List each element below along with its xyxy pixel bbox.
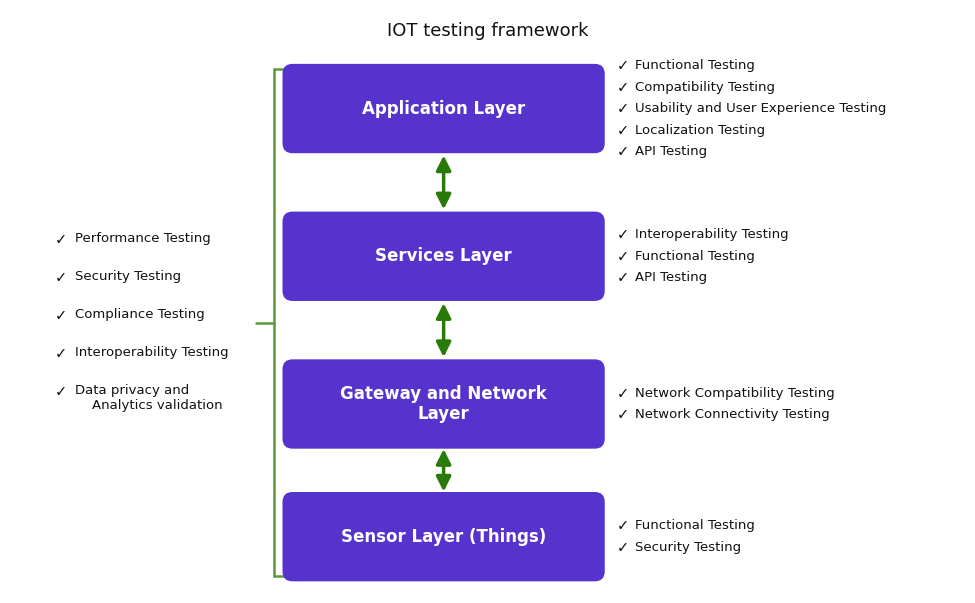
Text: ✓: ✓ xyxy=(617,270,629,285)
FancyBboxPatch shape xyxy=(283,359,604,449)
Text: API Testing: API Testing xyxy=(635,145,707,158)
FancyBboxPatch shape xyxy=(283,64,604,153)
Text: Functional Testing: Functional Testing xyxy=(635,519,755,532)
Text: ✓: ✓ xyxy=(617,144,629,159)
Text: Application Layer: Application Layer xyxy=(362,99,526,118)
Text: ✓: ✓ xyxy=(55,308,67,323)
Text: ✓: ✓ xyxy=(617,386,629,401)
Text: ✓: ✓ xyxy=(617,80,629,95)
Text: Performance Testing: Performance Testing xyxy=(75,232,211,245)
Text: Data privacy and
    Analytics validation: Data privacy and Analytics validation xyxy=(75,384,222,412)
Text: ✓: ✓ xyxy=(55,346,67,361)
Text: Functional Testing: Functional Testing xyxy=(635,250,755,263)
Text: Usability and User Experience Testing: Usability and User Experience Testing xyxy=(635,102,886,115)
Text: ✓: ✓ xyxy=(617,407,629,422)
Text: Network Compatibility Testing: Network Compatibility Testing xyxy=(635,387,835,400)
Text: ✓: ✓ xyxy=(617,58,629,73)
Text: ✓: ✓ xyxy=(617,540,629,555)
FancyBboxPatch shape xyxy=(283,212,604,301)
Text: Functional Testing: Functional Testing xyxy=(635,59,755,72)
Text: Sensor Layer (Things): Sensor Layer (Things) xyxy=(341,528,546,546)
Text: ✓: ✓ xyxy=(617,519,629,534)
Text: ✓: ✓ xyxy=(617,227,629,242)
Text: Gateway and Network
Layer: Gateway and Network Layer xyxy=(340,385,547,423)
Text: Compliance Testing: Compliance Testing xyxy=(75,308,205,321)
Text: API Testing: API Testing xyxy=(635,271,707,284)
Text: ✓: ✓ xyxy=(617,101,629,116)
Text: Interoperability Testing: Interoperability Testing xyxy=(75,346,228,359)
Text: ✓: ✓ xyxy=(55,384,67,399)
Text: Security Testing: Security Testing xyxy=(75,270,181,283)
Text: ✓: ✓ xyxy=(55,232,67,247)
Text: Services Layer: Services Layer xyxy=(375,247,512,265)
Text: ✓: ✓ xyxy=(617,122,629,137)
Text: Localization Testing: Localization Testing xyxy=(635,124,764,136)
Text: ✓: ✓ xyxy=(617,249,629,264)
Text: Network Connectivity Testing: Network Connectivity Testing xyxy=(635,408,830,421)
Text: Compatibility Testing: Compatibility Testing xyxy=(635,81,775,93)
Text: ✓: ✓ xyxy=(55,270,67,285)
Text: IOT testing framework: IOT testing framework xyxy=(387,22,588,40)
FancyBboxPatch shape xyxy=(283,492,604,581)
Text: Interoperability Testing: Interoperability Testing xyxy=(635,229,789,241)
Text: Security Testing: Security Testing xyxy=(635,541,741,554)
